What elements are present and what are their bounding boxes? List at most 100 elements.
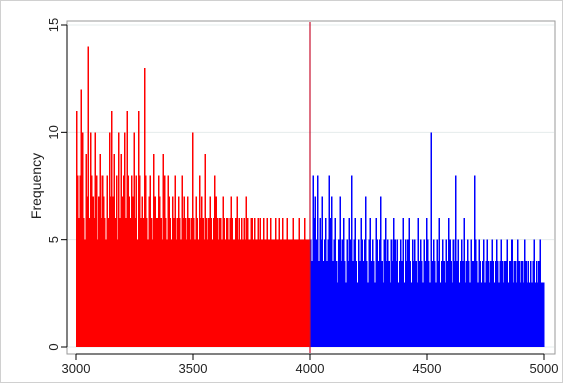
bar-3650 <box>228 239 230 347</box>
bar-3005 <box>77 175 79 347</box>
bar-4595 <box>449 239 451 347</box>
bar-4180 <box>352 261 354 347</box>
bar-3485 <box>189 239 192 347</box>
bar-3265 <box>138 110 140 347</box>
bar-4900 <box>520 261 523 347</box>
bar-4065 <box>325 218 327 347</box>
bar-4755 <box>486 239 489 347</box>
bar-3080 <box>94 132 97 347</box>
bar-4235 <box>364 196 367 347</box>
x-tick-label-4000: 4000 <box>296 361 325 376</box>
bar-4420 <box>408 218 410 347</box>
bar-3035 <box>84 239 86 347</box>
bar-3990 <box>307 239 310 347</box>
bar-3335 <box>154 196 156 347</box>
bar-4675 <box>467 261 470 347</box>
bar-4965 <box>535 261 538 347</box>
bar-4660 <box>464 282 466 347</box>
bar-4710 <box>476 261 478 347</box>
bar-3450 <box>181 175 183 347</box>
bar-3105 <box>100 218 103 347</box>
bar-3955 <box>299 239 301 347</box>
bar-3815 <box>266 218 269 347</box>
bar-4690 <box>471 261 473 347</box>
bar-4645 <box>460 239 463 347</box>
bar-4575 <box>444 282 447 347</box>
bar-4190 <box>354 218 356 347</box>
bar-3400 <box>169 218 172 347</box>
bar-4380 <box>398 261 401 347</box>
bar-3860 <box>277 239 279 347</box>
bar-4195 <box>355 261 358 347</box>
bar-3460 <box>183 196 186 347</box>
bar-3520 <box>197 239 200 347</box>
bar-3550 <box>204 153 207 347</box>
bar-4120 <box>338 239 340 347</box>
bar-4705 <box>474 239 477 347</box>
bar-4615 <box>453 261 456 347</box>
bar-4540 <box>436 239 438 347</box>
bar-3015 <box>79 175 82 347</box>
bar-3360 <box>160 218 162 347</box>
bar-3350 <box>157 175 160 347</box>
bar-3285 <box>142 218 145 347</box>
bar-3325 <box>152 239 154 347</box>
bar-3615 <box>219 218 222 347</box>
bar-4025 <box>315 239 318 347</box>
bar-3380 <box>164 218 167 347</box>
bar-4230 <box>363 239 366 347</box>
bar-4030 <box>317 175 319 347</box>
bar-4655 <box>463 218 465 347</box>
bar-3575 <box>210 218 213 347</box>
bar-4760 <box>487 261 490 347</box>
bar-3125 <box>105 239 107 347</box>
bar-4600 <box>450 261 452 347</box>
bar-3150 <box>111 110 113 347</box>
bar-3830 <box>270 218 272 347</box>
bar-4565 <box>442 239 444 347</box>
bar-3750 <box>251 218 254 347</box>
bar-4940 <box>529 261 532 347</box>
bar-4885 <box>517 239 519 347</box>
bar-3795 <box>262 239 264 347</box>
bar-4520 <box>431 261 434 347</box>
bar-4145 <box>343 261 346 347</box>
bar-3640 <box>225 218 228 347</box>
bar-4100 <box>333 239 335 347</box>
bar-3745 <box>250 218 252 347</box>
bar-4395 <box>402 218 404 347</box>
bar-4310 <box>382 282 385 347</box>
bar-4670 <box>466 239 469 347</box>
bar-3420 <box>174 175 176 347</box>
bar-3205 <box>123 132 126 347</box>
bar-4135 <box>341 239 344 347</box>
bar-3165 <box>114 218 117 347</box>
bar-3675 <box>233 239 236 347</box>
bar-3705 <box>240 218 243 347</box>
bar-3090 <box>97 239 99 347</box>
bar-4415 <box>407 239 409 347</box>
bar-3925 <box>292 218 294 347</box>
bar-4165 <box>348 218 351 347</box>
bar-4200 <box>356 282 359 347</box>
x-tick-label-5000: 5000 <box>530 361 559 376</box>
y-axis-label: Frequency <box>28 153 44 219</box>
bar-3645 <box>226 218 229 347</box>
bar-3960 <box>300 239 303 347</box>
bar-4730 <box>480 282 483 347</box>
bar-3730 <box>246 218 249 347</box>
bar-3435 <box>177 196 180 347</box>
bar-4040 <box>319 218 321 347</box>
bar-3580 <box>211 239 214 347</box>
bar-4890 <box>518 261 520 347</box>
bar-3240 <box>132 196 134 347</box>
bar-4880 <box>515 282 518 347</box>
bar-3760 <box>253 218 256 347</box>
bar-3185 <box>119 218 121 347</box>
bar-4405 <box>404 239 407 347</box>
bar-3290 <box>143 67 146 347</box>
bar-4425 <box>409 261 411 347</box>
bar-4840 <box>506 239 509 347</box>
bar-3000 <box>76 110 78 347</box>
bar-4010 <box>312 175 314 347</box>
